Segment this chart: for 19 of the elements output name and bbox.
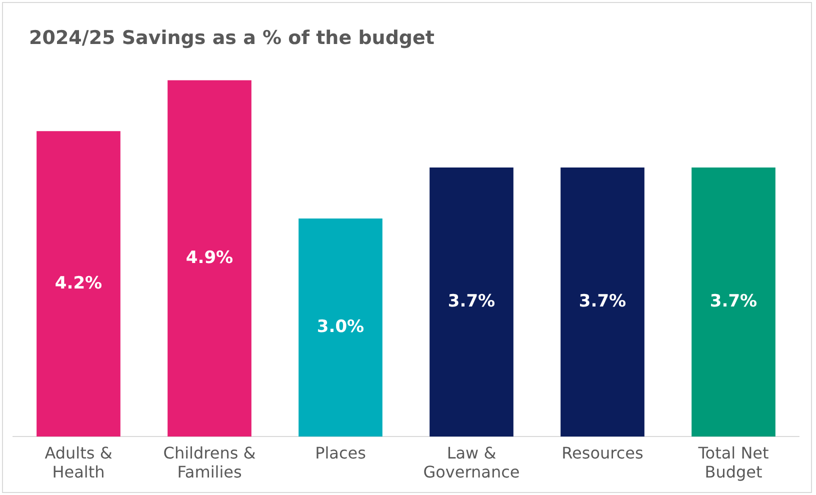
bar [168, 80, 252, 437]
data-label: 4.2% [54, 273, 102, 294]
bar [560, 168, 644, 437]
data-label: 4.9% [186, 248, 234, 268]
bar [36, 131, 120, 437]
data-label: 3.7% [578, 291, 626, 312]
x-tick-label: Total Net Budget [697, 443, 769, 482]
bar [298, 218, 382, 437]
data-label: 3.7% [710, 291, 758, 312]
x-tick-label: Childrens & Families [163, 443, 256, 482]
data-label: 3.7% [448, 291, 496, 312]
x-tick-label: Adults & Health [44, 443, 112, 482]
bar [692, 168, 776, 437]
bar [430, 168, 514, 437]
x-tick-label: Places [315, 443, 366, 462]
data-label: 3.0% [316, 316, 364, 337]
x-tick-label: Law & Governance [423, 443, 520, 482]
x-tick-label: Resources [562, 443, 644, 462]
chart-title: 2024/25 Savings as a % of the budget [29, 27, 435, 49]
